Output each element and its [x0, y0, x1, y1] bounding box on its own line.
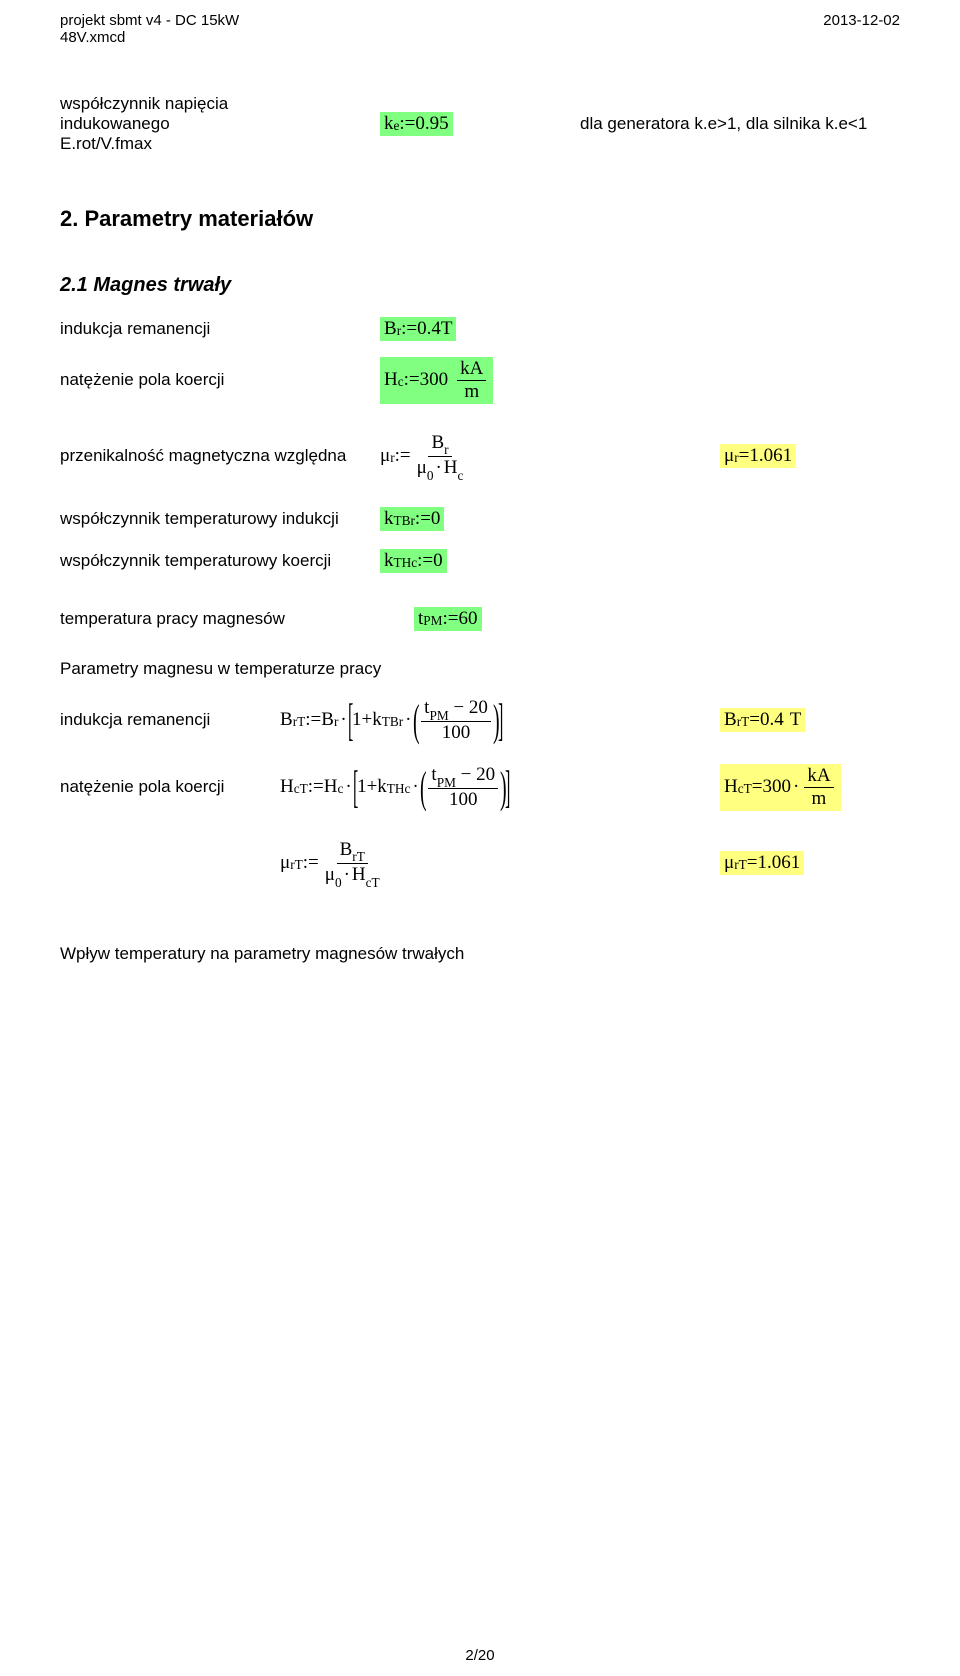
ktbr-assign: kTBr := 0 [380, 507, 444, 531]
ke-label-line2: indukowanego [60, 114, 380, 134]
ktbr-label: współczynnik temperaturowy indukcji [60, 509, 380, 529]
br-equation: Br := 0.4T [380, 317, 900, 341]
section-heading-2: 2. Parametry materiałów [60, 206, 900, 232]
hct-label: natężenie pola koercji [60, 777, 280, 797]
header-subtitle: 48V.xmcd [60, 29, 239, 46]
ke-label: współczynnik napięcia indukowanego E.rot… [60, 94, 380, 154]
section-coefficient: współczynnik napięcia indukowanego E.rot… [60, 94, 900, 154]
row-mur: przenikalność magnetyczna względna μr :=… [60, 432, 900, 481]
tpm-assign: tPM := 60 [414, 607, 482, 631]
hct-assign: HcT := Hc· [ 1 + kTHc· ( tPM − 20 100 ) … [280, 764, 509, 811]
row-hct: natężenie pola koercji HcT := Hc· [ 1 + … [60, 764, 900, 811]
mur-result: μr = 1.061 [720, 444, 900, 468]
hct-equation: HcT := Hc· [ 1 + kTHc· ( tPM − 20 100 ) … [280, 764, 720, 811]
murt-assign: μrT := BrT μ0·HcT [280, 839, 386, 888]
row-br: indukcja remanencji Br := 0.4T [60, 315, 900, 343]
hct-value: HcT = 300· kA m [720, 764, 841, 811]
mur-label: przenikalność magnetyczna względna [60, 446, 380, 466]
brt-label: indukcja remanencji [60, 710, 280, 730]
mur-value: μr = 1.061 [720, 444, 796, 468]
kthc-label: współczynnik temperaturowy koercji [60, 551, 380, 571]
row-ktbr: współczynnik temperaturowy indukcji kTBr… [60, 505, 900, 533]
murt-value: μrT = 1.061 [720, 851, 804, 875]
ktbr-equation: kTBr := 0 [380, 507, 900, 531]
right-bracket-icon: ] [505, 769, 510, 806]
row-ke: współczynnik napięcia indukowanego E.rot… [60, 94, 900, 154]
ke-note: dla generatora k.e>1, dla silnika k.e<1 [580, 114, 900, 134]
footer-note: Wpływ temperatury na parametry magnesów … [60, 944, 900, 964]
hct-result: HcT = 300· kA m [720, 764, 900, 811]
ke-assign: ke := 0.95 [380, 112, 453, 136]
row-params-heading: Parametry magnesu w temperaturze pracy [60, 655, 900, 683]
section-heading-2-1: 2.1 Magnes trwały [60, 274, 900, 297]
left-paren-icon: ( [420, 770, 427, 805]
params-heading: Parametry magnesu w temperaturze pracy [60, 659, 381, 679]
mur-assign: μr := Br μ0·Hc [380, 432, 469, 481]
page-header: projekt sbmt v4 - DC 15kW 48V.xmcd 2013-… [60, 12, 900, 46]
brt-assign: BrT := Br· [ 1 + kTBr· ( tPM − 20 100 ) … [280, 697, 502, 744]
br-assign: Br := 0.4T [380, 317, 456, 341]
br-label: indukcja remanencji [60, 319, 380, 339]
brt-result: BrT = 0.4T [720, 708, 900, 732]
tpm-equation: tPM := 60 [380, 607, 900, 631]
ke-label-line3: E.rot/V.fmax [60, 134, 380, 154]
ke-equation: ke := 0.95 [380, 112, 580, 136]
murt-equation: μrT := BrT μ0·HcT [280, 839, 720, 888]
hc-equation: Hc := 300 kA m [380, 357, 900, 404]
left-paren-icon: ( [413, 703, 420, 738]
mur-equation: μr := Br μ0·Hc [380, 432, 720, 481]
row-murt: μrT := BrT μ0·HcT μrT = 1.061 [60, 839, 900, 888]
header-left: projekt sbmt v4 - DC 15kW 48V.xmcd [60, 12, 239, 46]
row-kthc: współczynnik temperaturowy koercji kTHc … [60, 547, 900, 575]
brt-equation: BrT := Br· [ 1 + kTBr· ( tPM − 20 100 ) … [280, 697, 720, 744]
hc-label: natężenie pola koercji [60, 370, 380, 390]
header-title: projekt sbmt v4 - DC 15kW [60, 12, 239, 29]
left-bracket-icon: [ [348, 702, 353, 739]
left-bracket-icon: [ [353, 769, 358, 806]
tpm-label: temperatura pracy magnesów [60, 609, 380, 629]
row-brt: indukcja remanencji BrT := Br· [ 1 + kTB… [60, 697, 900, 744]
right-bracket-icon: ] [498, 702, 503, 739]
brt-value: BrT = 0.4T [720, 708, 805, 732]
row-tpm: temperatura pracy magnesów tPM := 60 [60, 605, 900, 633]
murt-result: μrT = 1.061 [720, 851, 900, 875]
header-date: 2013-12-02 [823, 12, 900, 46]
kthc-assign: kTHc := 0 [380, 549, 447, 573]
ke-label-line1: współczynnik napięcia [60, 94, 380, 114]
kthc-equation: kTHc := 0 [380, 549, 900, 573]
hc-assign: Hc := 300 kA m [380, 357, 493, 404]
page-number: 2/20 [0, 1647, 960, 1664]
row-hc: natężenie pola koercji Hc := 300 kA m [60, 357, 900, 404]
